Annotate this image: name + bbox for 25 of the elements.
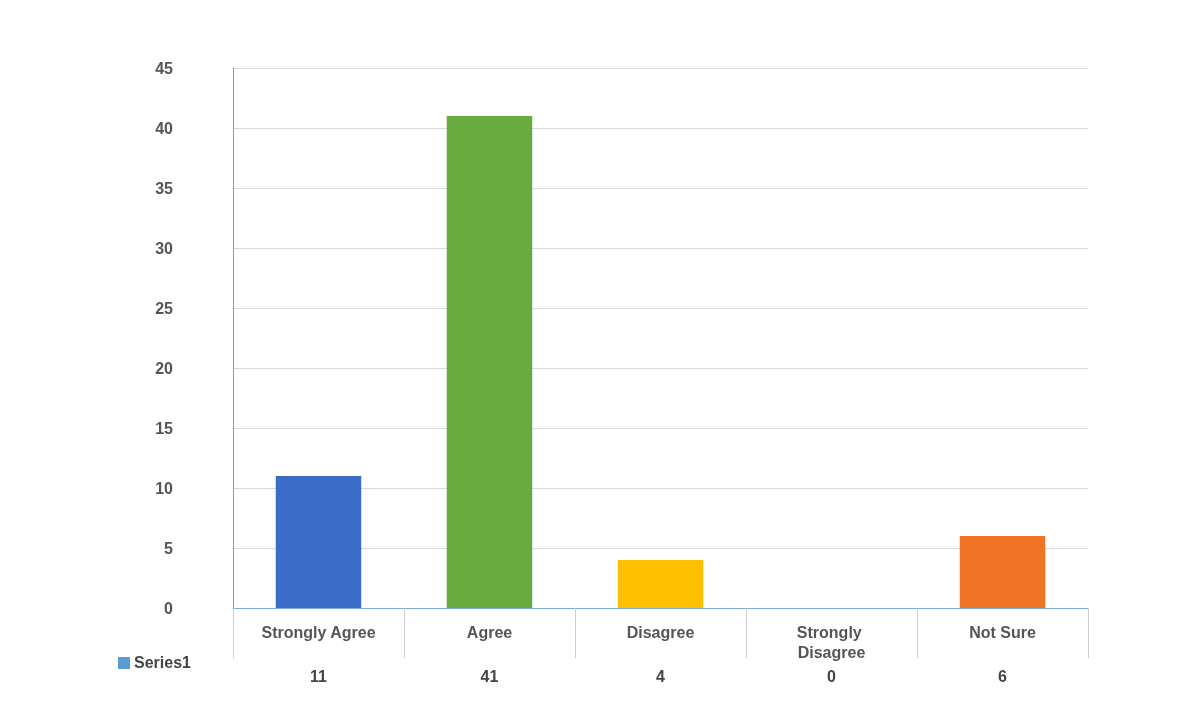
bar <box>275 476 362 608</box>
x-tick-label: Disagree <box>626 623 695 641</box>
y-tick-label: 40 <box>155 119 174 137</box>
data-label: 41 <box>480 667 499 685</box>
data-label: 6 <box>998 667 1008 685</box>
bar <box>446 116 533 608</box>
y-tick-label: 10 <box>155 479 174 497</box>
y-tick-label: 0 <box>164 599 174 617</box>
y-tick-label: 5 <box>164 539 174 557</box>
x-tick-label: Strongly Agree <box>261 623 376 641</box>
data-label: 4 <box>656 667 666 685</box>
y-tick-label: 30 <box>155 239 174 257</box>
y-tick-label: 35 <box>155 179 174 197</box>
y-tick-label: 15 <box>155 419 174 437</box>
text: Series1 <box>134 654 191 672</box>
bar <box>617 560 704 608</box>
x-tick-label: Agree <box>466 623 513 641</box>
data-label: 11 <box>310 667 328 685</box>
y-tick-label: 20 <box>155 359 174 377</box>
x-tick-label: Strongly Disagree <box>796 623 867 661</box>
data-label: 0 <box>827 667 837 685</box>
y-tick-label: 25 <box>155 299 174 317</box>
x-tick-label: Not Sure <box>969 623 1036 641</box>
bar <box>959 536 1046 608</box>
y-tick-label: 45 <box>155 59 174 77</box>
